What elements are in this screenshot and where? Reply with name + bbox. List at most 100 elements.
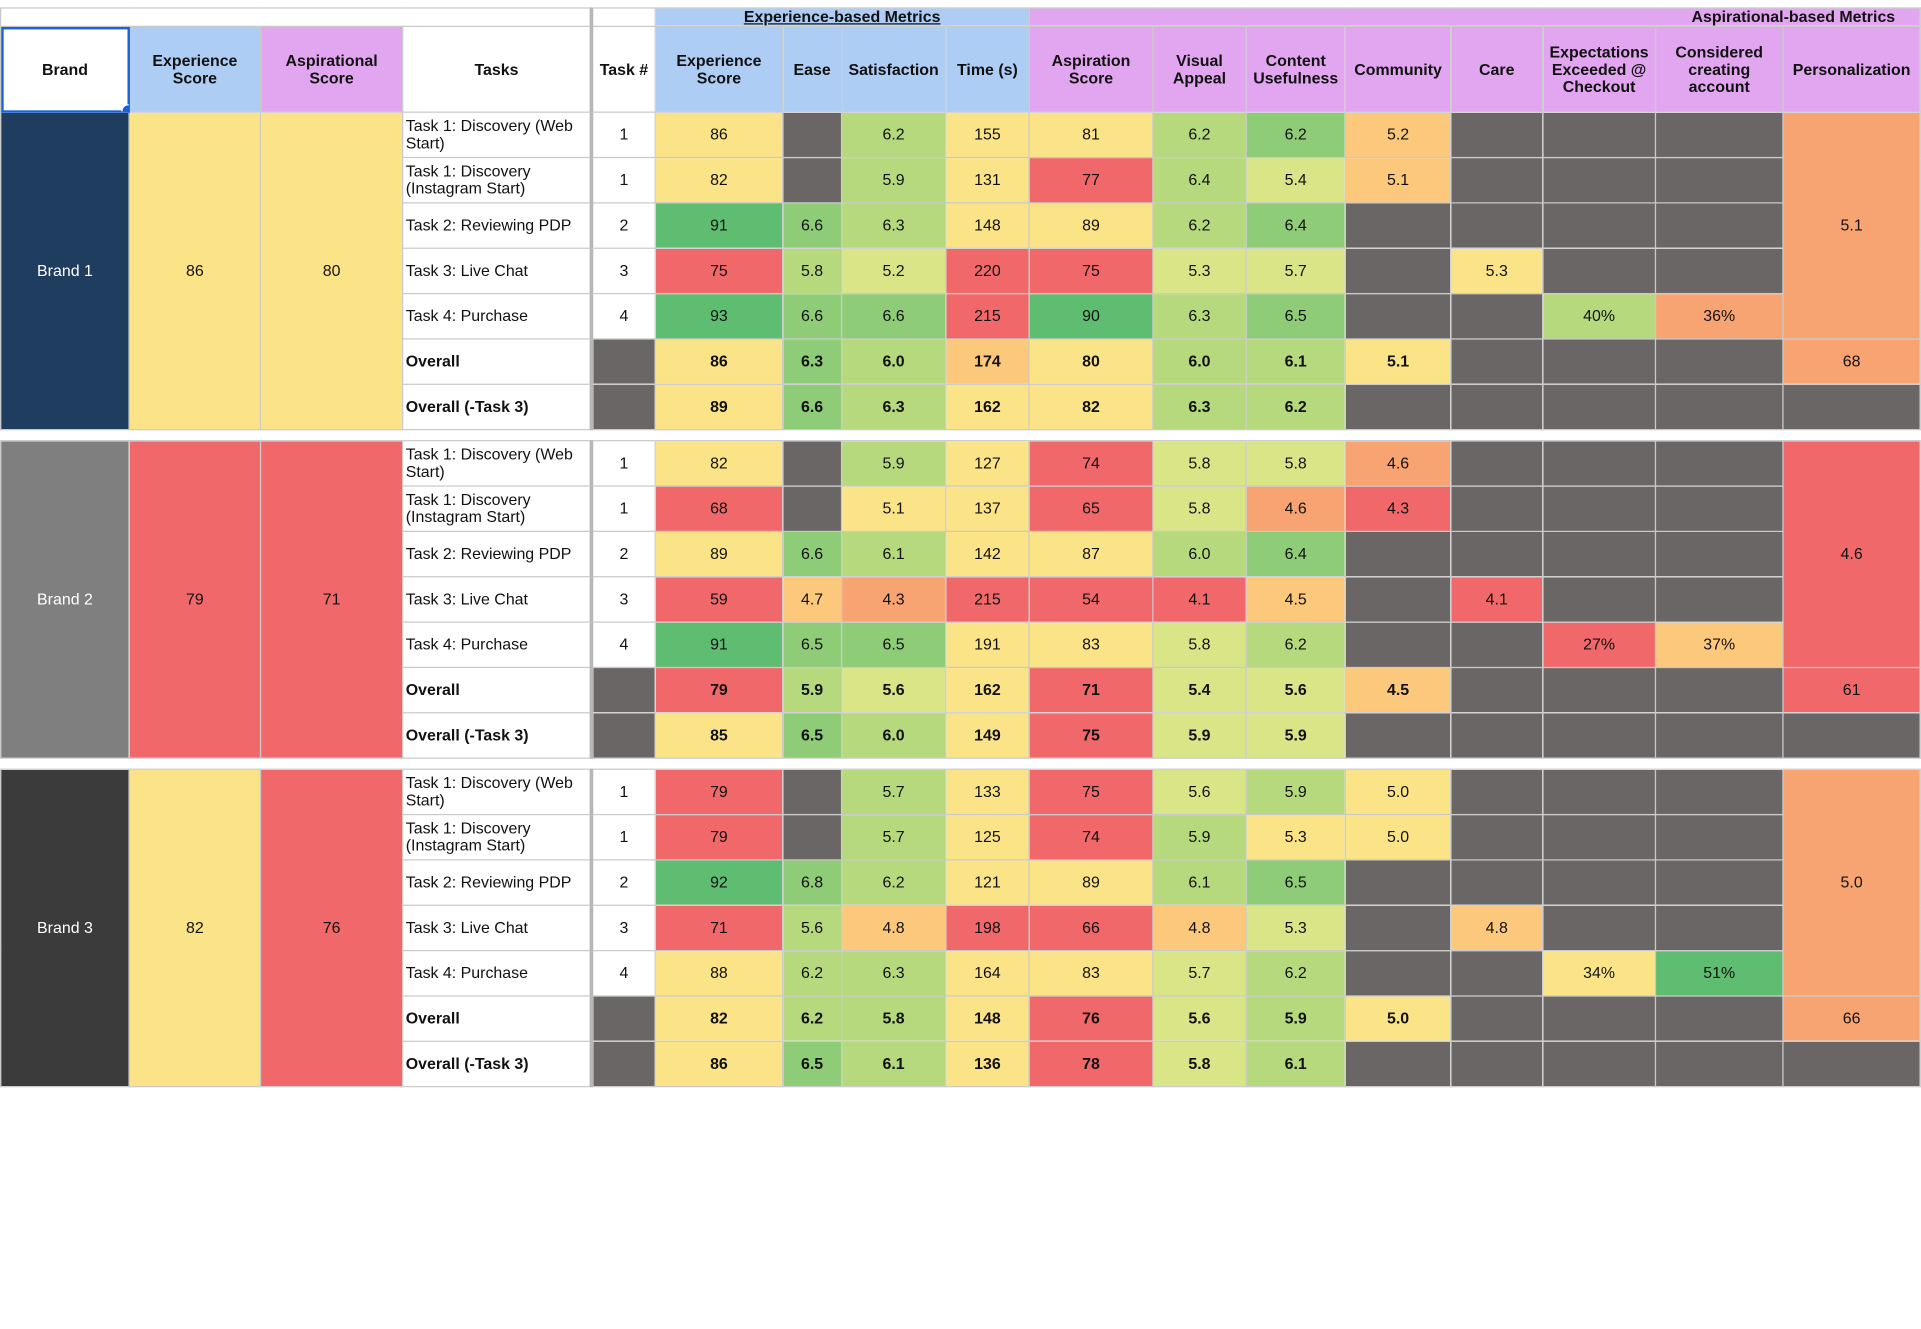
expectations-cell[interactable]: 27% [1542, 621, 1657, 669]
experience-score-cell[interactable]: 71 [654, 904, 784, 952]
time-cell[interactable]: 121 [945, 859, 1030, 906]
expectations-cell[interactable] [1542, 995, 1657, 1042]
content-usefulness-cell[interactable]: 6.1 [1245, 1040, 1346, 1088]
care-cell[interactable]: 4.1 [1450, 576, 1544, 623]
community-cell[interactable] [1344, 383, 1452, 431]
care-cell[interactable] [1450, 292, 1544, 340]
aspiration-score-cell[interactable]: 74 [1028, 440, 1154, 487]
time-cell[interactable]: 191 [945, 621, 1030, 669]
task-num-cell[interactable] [589, 995, 656, 1042]
header-brand[interactable]: Brand [0, 25, 130, 113]
task-name-cell[interactable]: Task 1: Discovery (Instagram Start) [402, 485, 593, 532]
task-name-cell[interactable]: Task 1: Discovery (Instagram Start) [402, 156, 593, 204]
aspiration-score-cell[interactable]: 71 [1028, 666, 1154, 714]
task-name-cell[interactable]: Task 4: Purchase [402, 621, 593, 669]
task-num-cell[interactable] [589, 338, 656, 385]
expectations-cell[interactable] [1542, 813, 1657, 861]
expectations-cell[interactable] [1542, 202, 1657, 249]
community-cell[interactable] [1344, 949, 1452, 997]
ease-cell[interactable]: 5.8 [782, 247, 843, 295]
community-cell[interactable]: 5.2 [1344, 111, 1452, 159]
experience-score-cell[interactable]: 68 [654, 485, 784, 532]
community-cell[interactable] [1344, 1040, 1452, 1088]
care-cell[interactable] [1450, 768, 1544, 816]
visual-appeal-cell[interactable]: 5.7 [1152, 949, 1247, 997]
time-cell[interactable]: 164 [945, 949, 1030, 997]
aspiration-score-cell[interactable]: 75 [1028, 768, 1154, 816]
experience-score-cell[interactable]: 85 [654, 712, 784, 759]
aspiration-score-cell[interactable]: 89 [1028, 859, 1154, 906]
community-cell[interactable] [1344, 292, 1452, 340]
task-num-cell[interactable]: 4 [589, 621, 656, 669]
visual-appeal-cell[interactable]: 6.2 [1152, 111, 1247, 159]
ease-cell[interactable]: 6.8 [782, 859, 843, 906]
aspiration-score-cell[interactable]: 83 [1028, 949, 1154, 997]
header-community[interactable]: Community [1344, 25, 1452, 113]
ease-cell[interactable] [782, 768, 843, 816]
aspiration-score-cell[interactable]: 74 [1028, 813, 1154, 861]
ease-cell[interactable]: 6.6 [782, 530, 843, 578]
visual-appeal-cell[interactable]: 5.8 [1152, 440, 1247, 487]
content-usefulness-cell[interactable]: 6.5 [1245, 859, 1346, 906]
aspiration-score-cell[interactable]: 82 [1028, 383, 1154, 431]
aspiration-score-cell[interactable]: 89 [1028, 202, 1154, 249]
experience-score-cell[interactable]: 88 [654, 949, 784, 997]
community-cell[interactable] [1344, 904, 1452, 952]
satisfaction-cell[interactable]: 6.2 [840, 859, 947, 906]
experience-score-cell[interactable]: 79 [654, 666, 784, 714]
considered-account-cell[interactable]: 37% [1654, 621, 1784, 669]
aspiration-score-cell[interactable]: 83 [1028, 621, 1154, 669]
ease-cell[interactable] [782, 813, 843, 861]
considered-account-cell[interactable] [1654, 485, 1784, 532]
brand-experience-score[interactable]: 82 [128, 768, 262, 1088]
community-cell[interactable] [1344, 576, 1452, 623]
experience-score-cell[interactable]: 59 [654, 576, 784, 623]
task-num-cell[interactable]: 2 [589, 859, 656, 906]
brand-experience-score[interactable]: 79 [128, 440, 262, 759]
ease-cell[interactable]: 4.7 [782, 576, 843, 623]
time-cell[interactable]: 215 [945, 576, 1030, 623]
content-usefulness-cell[interactable]: 5.3 [1245, 813, 1346, 861]
expectations-cell[interactable] [1542, 247, 1657, 295]
expectations-cell[interactable] [1542, 485, 1657, 532]
aspiration-score-cell[interactable]: 78 [1028, 1040, 1154, 1088]
satisfaction-cell[interactable]: 6.0 [840, 712, 947, 759]
considered-account-cell[interactable] [1654, 383, 1784, 431]
experience-score-cell[interactable]: 86 [654, 338, 784, 385]
header-visual-appeal[interactable]: Visual Appeal [1152, 25, 1247, 113]
satisfaction-cell[interactable]: 4.3 [840, 576, 947, 623]
ease-cell[interactable]: 6.3 [782, 338, 843, 385]
task-name-cell[interactable]: Task 3: Live Chat [402, 247, 593, 295]
task-num-cell[interactable]: 2 [589, 530, 656, 578]
visual-appeal-cell[interactable]: 5.8 [1152, 1040, 1247, 1088]
visual-appeal-cell[interactable]: 5.4 [1152, 666, 1247, 714]
time-cell[interactable]: 162 [945, 666, 1030, 714]
care-cell[interactable] [1450, 1040, 1544, 1088]
community-cell[interactable]: 4.5 [1344, 666, 1452, 714]
experience-score-cell[interactable]: 79 [654, 813, 784, 861]
task-name-cell[interactable]: Task 1: Discovery (Instagram Start) [402, 813, 593, 861]
brand-cell[interactable]: Brand 3 [0, 768, 130, 1088]
experience-score-cell[interactable]: 86 [654, 1040, 784, 1088]
care-cell[interactable] [1450, 202, 1544, 249]
header-personalization[interactable]: Personalization [1782, 25, 1921, 113]
brand-cell[interactable]: Brand 2 [0, 440, 130, 759]
personalization-overall-cell[interactable]: 66 [1782, 995, 1921, 1042]
satisfaction-cell[interactable]: 6.1 [840, 530, 947, 578]
visual-appeal-cell[interactable]: 6.0 [1152, 338, 1247, 385]
considered-account-cell[interactable] [1654, 813, 1784, 861]
content-usefulness-cell[interactable]: 5.3 [1245, 904, 1346, 952]
visual-appeal-cell[interactable]: 6.4 [1152, 156, 1247, 204]
community-cell[interactable]: 4.6 [1344, 440, 1452, 487]
expectations-cell[interactable]: 34% [1542, 949, 1657, 997]
header-aspiration-score[interactable]: Aspiration Score [1028, 25, 1154, 113]
header-expectations[interactable]: Expectations Exceeded @ Checkout [1542, 25, 1657, 113]
personalization-overall-cell[interactable]: 68 [1782, 338, 1921, 385]
considered-account-cell[interactable] [1654, 440, 1784, 487]
community-cell[interactable]: 5.0 [1344, 768, 1452, 816]
task-name-cell[interactable]: Overall [402, 995, 593, 1042]
satisfaction-cell[interactable]: 6.5 [840, 621, 947, 669]
task-num-cell[interactable]: 1 [589, 111, 656, 159]
expectations-cell[interactable] [1542, 904, 1657, 952]
content-usefulness-cell[interactable]: 4.6 [1245, 485, 1346, 532]
